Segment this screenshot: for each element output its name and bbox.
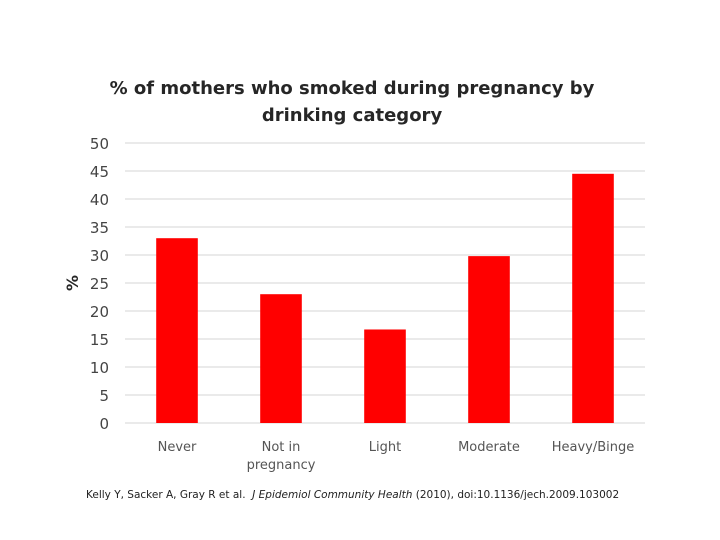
y-tick-20: 20 — [90, 303, 109, 321]
citation-journal: J Epidemiol Community Health — [252, 489, 413, 501]
y-axis-label: % — [63, 275, 82, 291]
y-tick-40: 40 — [90, 191, 109, 209]
y-tick-0: 0 — [99, 415, 109, 433]
y-tick-35: 35 — [90, 219, 109, 237]
bar-5 — [572, 173, 614, 423]
citation-details: (2010), doi:10.1136/jech.2009.103002 — [412, 489, 620, 501]
y-tick-15: 15 — [90, 331, 109, 349]
bar-2 — [260, 294, 302, 423]
y-tick-25: 25 — [90, 275, 109, 293]
x-tick-1-line-1: Never — [158, 440, 197, 455]
y-tick-50: 50 — [90, 135, 109, 153]
x-tick-5-line-1: Heavy/Binge — [552, 440, 635, 455]
citation-authors: Kelly Y, Sacker A, Gray R et al. — [86, 489, 246, 501]
x-tick-3-line-1: Light — [369, 440, 401, 455]
bar-4 — [468, 256, 510, 423]
x-tick-2-line-1: Not in — [262, 440, 301, 455]
chart-title: % of mothers who smoked during pregnancy… — [110, 78, 595, 126]
bar-3 — [364, 329, 406, 423]
bars — [156, 173, 614, 423]
x-axis-categories: Never Not in pregnancy Light Moderate Heavy/B… — [158, 440, 635, 473]
y-tick-30: 30 — [90, 247, 109, 265]
y-tick-5: 5 — [99, 387, 109, 405]
y-tick-45: 45 — [90, 163, 109, 181]
chart-title-line-2: drinking category — [262, 105, 443, 126]
bar-1 — [156, 238, 198, 423]
x-tick-4-line-1: Moderate — [458, 440, 520, 455]
x-tick-2-line-2: pregnancy — [247, 458, 316, 473]
chart-title-line-1: % of mothers who smoked during pregnancy… — [110, 78, 595, 99]
y-axis-ticks: 0 5 10 15 20 25 30 35 40 45 50 — [90, 135, 109, 433]
gridlines — [125, 142, 645, 424]
y-tick-10: 10 — [90, 359, 109, 377]
citation: Kelly Y, Sacker A, Gray R et al. J Epide… — [86, 489, 619, 501]
